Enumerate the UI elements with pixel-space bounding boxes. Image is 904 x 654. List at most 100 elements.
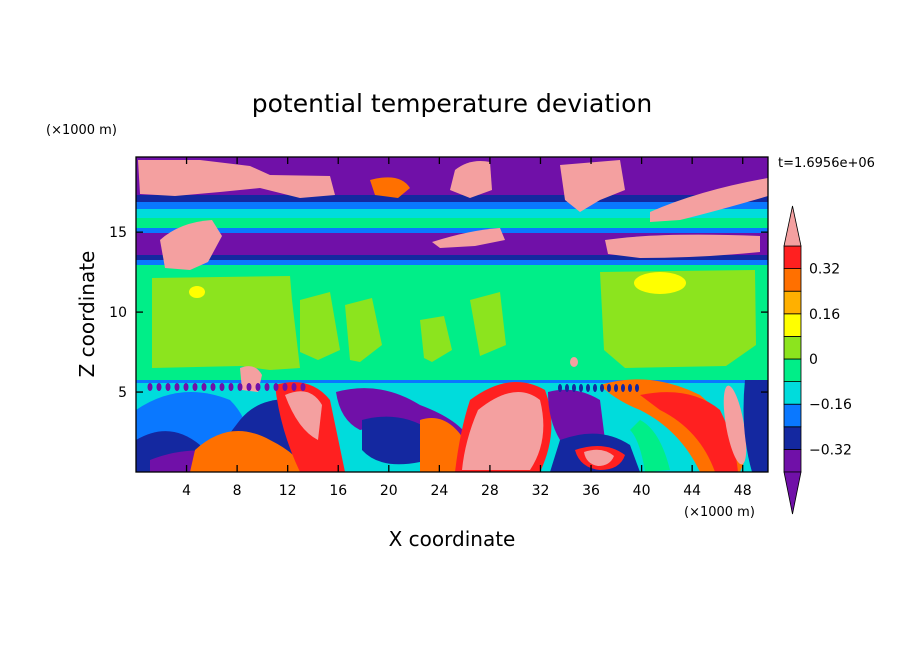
x-tick-label: 36 — [582, 483, 600, 499]
field-region — [219, 383, 225, 391]
field-region — [147, 383, 153, 391]
time-label: t=1.6956e+06 — [778, 156, 875, 171]
field-region — [237, 383, 243, 391]
field-region — [600, 384, 604, 392]
y-unit-label: (×1000 m) — [46, 123, 117, 138]
field-region — [136, 218, 768, 230]
field-region — [190, 431, 305, 472]
colorbar-swatch — [783, 426, 802, 450]
field-region — [650, 178, 768, 222]
colorbar-tick-label: −0.16 — [809, 397, 852, 413]
field-region — [593, 384, 597, 392]
field-region — [136, 195, 768, 203]
x-tick-label: 8 — [233, 483, 242, 499]
field-region — [189, 286, 205, 298]
field-region — [640, 392, 738, 472]
field-region — [600, 270, 756, 368]
field-region — [136, 202, 768, 210]
x-tick-label: 48 — [734, 483, 752, 499]
x-tick-label: 20 — [380, 483, 398, 499]
field-region — [152, 276, 300, 370]
field-region — [723, 385, 747, 465]
y-axis-title: Z coordinate — [75, 251, 99, 378]
field-region — [621, 384, 625, 392]
colorbar-tick-label: −0.32 — [809, 442, 852, 458]
colorbar: 0.32 0.16 0 −0.16 −0.32 — [783, 205, 852, 515]
field-region — [228, 383, 234, 391]
colorbar-swatch — [783, 313, 802, 337]
x-tick-label: 40 — [633, 483, 651, 499]
field-region — [635, 384, 639, 392]
colorbar-swatch — [783, 448, 802, 473]
field-region — [572, 384, 576, 392]
x-tick-label: 16 — [329, 483, 347, 499]
colorbar-swatch — [783, 290, 802, 315]
field-region — [136, 209, 768, 219]
field-region — [614, 384, 618, 392]
field-region — [136, 260, 768, 266]
x-unit-label: (×1000 m) — [684, 505, 755, 520]
colorbar-swatch — [783, 268, 802, 292]
colorbar-swatch — [783, 358, 802, 383]
field-region — [548, 389, 605, 445]
field-region — [565, 384, 569, 392]
x-axis: 4 8 12 16 20 24 28 32 36 40 44 48 — [182, 157, 752, 499]
colorbar-swatch — [783, 335, 802, 360]
field-region — [634, 272, 686, 294]
colorbar-tick-label: 0 — [809, 352, 818, 368]
y-tick-label: 5 — [118, 385, 127, 401]
colorbar-swatch — [783, 381, 802, 405]
field-region — [183, 383, 189, 391]
field-region — [470, 292, 506, 356]
field-region — [450, 161, 492, 198]
colorbar-extend-top — [783, 205, 802, 247]
field-region — [136, 228, 768, 234]
field-region — [174, 383, 180, 391]
plot-frame — [135, 156, 769, 473]
y-tick-label: 10 — [109, 305, 127, 321]
field-region — [345, 298, 382, 362]
x-tick-label: 4 — [182, 483, 191, 499]
field-region — [420, 316, 452, 362]
field-region — [630, 420, 670, 472]
field-region — [156, 383, 162, 391]
field-region — [607, 384, 611, 392]
y-axis: 5 10 15 — [109, 225, 768, 401]
field-region — [210, 383, 216, 391]
field-region — [291, 383, 297, 391]
colorbar-swatch — [783, 245, 802, 270]
colorbar-tick-label: 0.16 — [809, 307, 840, 323]
field-region — [586, 384, 590, 392]
field-region — [462, 392, 544, 470]
field-region — [165, 383, 171, 391]
field-region — [362, 416, 434, 465]
field-region — [246, 383, 252, 391]
x-tick-label: 12 — [279, 483, 297, 499]
colorbar-extend-bottom — [783, 471, 802, 515]
field-region — [138, 160, 335, 198]
field-region — [432, 228, 505, 248]
field-region — [570, 357, 578, 367]
contour-field — [136, 157, 768, 472]
x-tick-label: 28 — [481, 483, 499, 499]
x-tick-label: 44 — [683, 483, 701, 499]
field-region — [560, 160, 625, 212]
field-region — [255, 383, 261, 391]
field-region — [136, 255, 768, 261]
field-region — [370, 177, 410, 198]
field-region — [300, 292, 340, 360]
field-region — [273, 383, 279, 391]
field-region — [605, 234, 760, 258]
field-region — [192, 383, 198, 391]
field-region — [282, 383, 288, 391]
field-region — [584, 449, 614, 466]
field-region — [579, 384, 583, 392]
field-region — [201, 383, 207, 391]
field-region — [743, 380, 768, 472]
x-tick-label: 32 — [532, 483, 550, 499]
y-tick-label: 15 — [109, 225, 127, 241]
field-region — [628, 384, 632, 392]
field-region — [160, 220, 222, 270]
field-region — [136, 380, 768, 384]
